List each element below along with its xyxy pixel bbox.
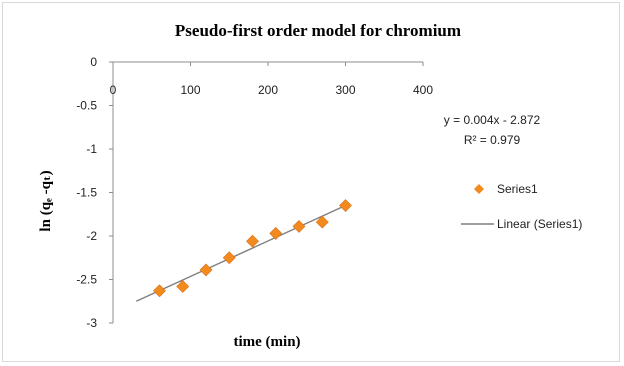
y-tick-label: -2.5 [76, 273, 97, 287]
trendline-layer [135, 204, 346, 302]
y-tick-label: -1.5 [76, 186, 97, 200]
y-tick-label: -0.5 [76, 99, 97, 113]
data-point [269, 226, 283, 240]
legend: Series1 Linear (Series1) [461, 182, 582, 231]
x-tick-labels: 0 100 200 300 400 [110, 62, 433, 97]
data-points [153, 199, 352, 298]
data-point [176, 280, 190, 293]
x-tick-label: 200 [258, 83, 278, 97]
y-axis-label: ln (qₑ -qₜ) [38, 170, 54, 231]
x-tick-label: 300 [335, 83, 355, 97]
y-tick-label: -3 [86, 316, 97, 330]
y-tick-label: -2 [86, 229, 97, 243]
legend-label-series1: Series1 [497, 182, 538, 196]
data-point [199, 263, 213, 277]
x-tick-label: 400 [413, 83, 433, 97]
trendline [135, 204, 346, 302]
legend-marker-diamond [474, 184, 484, 194]
chart-title: Pseudo-first order model for chromium [175, 21, 461, 40]
legend-label-linear: Linear (Series1) [497, 217, 582, 231]
legend-item-linear: Linear (Series1) [461, 217, 582, 231]
data-point [246, 234, 259, 248]
data-point [222, 251, 236, 265]
x-axis-label: time (min) [233, 334, 300, 350]
y-tick-label: 0 [90, 55, 97, 69]
data-point [153, 284, 166, 298]
legend-item-series1: Series1 [474, 182, 538, 196]
axes [112, 61, 423, 323]
y-tick-label: -1 [86, 142, 97, 156]
x-tick-label: 100 [180, 83, 200, 97]
y-tick-labels: 0 -0.5 -1 -1.5 -2 -2.5 -3 [76, 55, 113, 330]
r-squared-label: R² = 0.979 [464, 133, 521, 147]
data-point [339, 199, 352, 212]
trendline-equation: y = 0.004x - 2.872 [444, 113, 541, 127]
data-point [292, 220, 306, 233]
data-point [315, 215, 329, 229]
x-tick-label: 0 [110, 83, 117, 97]
